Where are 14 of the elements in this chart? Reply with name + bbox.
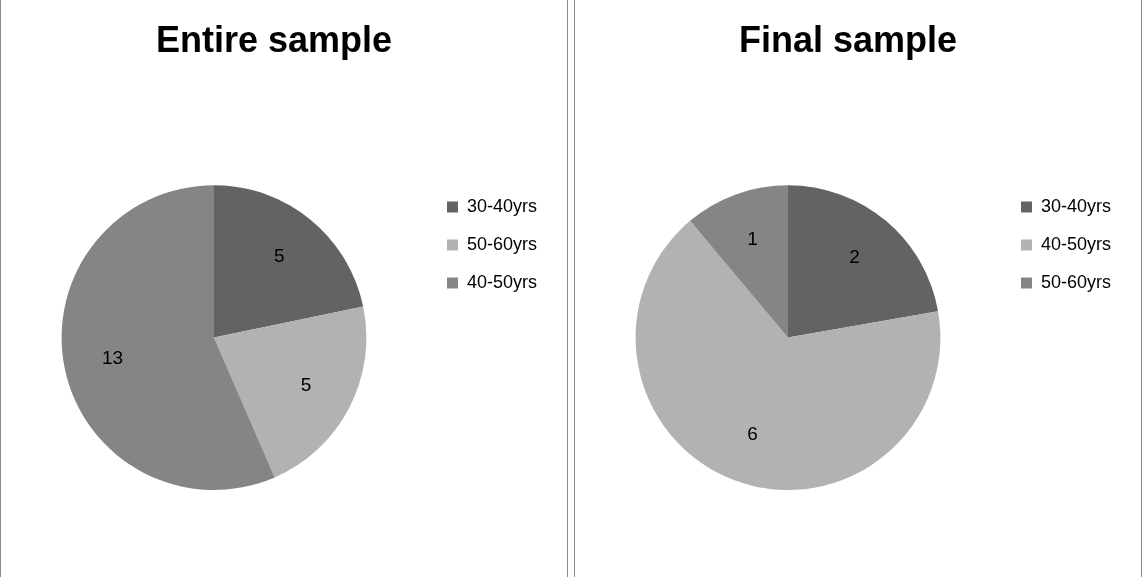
legend-label: 40-50yrs bbox=[466, 271, 537, 292]
data-label: 5 bbox=[274, 245, 285, 267]
legend-label: 40-50yrs bbox=[1040, 233, 1111, 254]
chart-title: Final sample bbox=[738, 18, 958, 60]
data-label: 2 bbox=[849, 246, 860, 268]
legend-label: 30-40yrs bbox=[466, 195, 537, 216]
data-label: 6 bbox=[747, 423, 758, 445]
legend-label: 30-40yrs bbox=[1040, 195, 1111, 216]
data-label: 1 bbox=[747, 228, 758, 250]
chart-title: Entire sample bbox=[155, 18, 393, 60]
data-label: 13 bbox=[101, 346, 124, 368]
legend-label: 50-60yrs bbox=[1040, 271, 1111, 292]
data-label: 5 bbox=[300, 373, 312, 395]
legend-label: 50-60yrs bbox=[466, 233, 537, 254]
